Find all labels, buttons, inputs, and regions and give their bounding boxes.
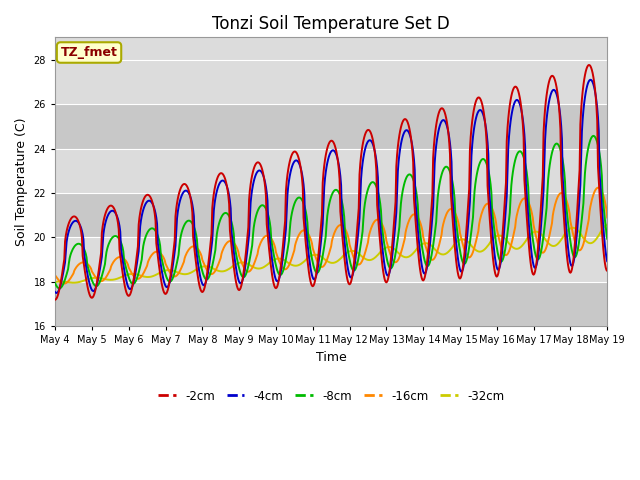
Bar xyxy=(55,104,607,148)
X-axis label: Time: Time xyxy=(316,351,346,364)
Legend: -2cm, -4cm, -8cm, -16cm, -32cm: -2cm, -4cm, -8cm, -16cm, -32cm xyxy=(153,385,509,407)
Bar xyxy=(55,60,607,104)
Bar xyxy=(55,282,607,326)
Y-axis label: Soil Temperature (C): Soil Temperature (C) xyxy=(15,118,28,246)
Bar xyxy=(55,148,607,193)
Title: Tonzi Soil Temperature Set D: Tonzi Soil Temperature Set D xyxy=(212,15,450,33)
Bar xyxy=(55,193,607,238)
Text: TZ_fmet: TZ_fmet xyxy=(61,46,118,59)
Bar xyxy=(55,238,607,282)
